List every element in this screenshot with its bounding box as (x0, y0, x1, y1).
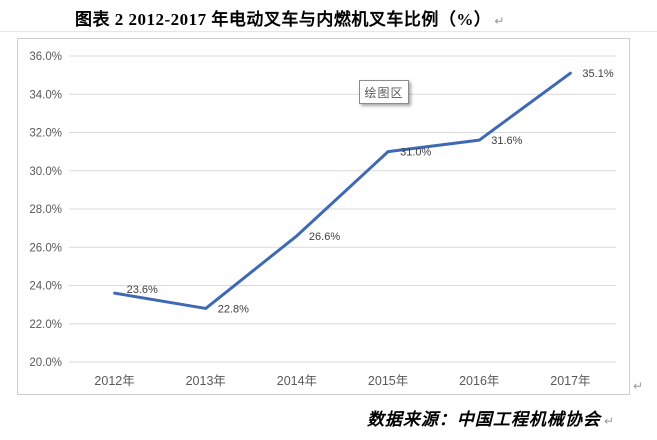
data-label: 26.6% (309, 231, 340, 243)
y-tick-label: 22.0% (29, 319, 62, 331)
y-tick-label: 34.0% (29, 89, 62, 101)
chart-area[interactable]: 20.0% 22.0% 24.0% 26.0% 28.0% 30.0% 32.0% 34.0%… (17, 38, 630, 395)
line-chart: 20.0% 22.0% 24.0% 26.0% 28.0% 30.0% 32.0% 34.0%… (29, 51, 616, 388)
y-tick-label: 24.0% (29, 281, 62, 293)
y-tick-label: 30.0% (29, 166, 62, 178)
data-label: 35.1% (582, 68, 613, 80)
data-label: 22.8% (218, 303, 249, 315)
trend-line (113, 71, 572, 310)
data-label: 31.6% (491, 135, 522, 147)
paragraph-mark-icon: ↵ (494, 14, 505, 28)
x-tick-label: 2017年 (550, 374, 590, 388)
y-tick-label: 32.0% (29, 128, 62, 140)
x-tick-label: 2012年 (94, 374, 134, 388)
y-tick-label: 20.0% (29, 357, 62, 369)
y-tick-label: 26.0% (29, 242, 62, 254)
y-tick-label: 36.0% (29, 51, 62, 63)
x-tick-label: 2013年 (186, 374, 226, 388)
data-source-text: 数据来源：中国工程机械协会 (366, 410, 601, 429)
paragraph-mark-icon: ↵ (603, 414, 615, 428)
x-tick-label: 2014年 (277, 374, 317, 388)
paragraph-mark-icon: ↵ (633, 379, 644, 393)
x-tick-label: 2015年 (368, 374, 408, 388)
title-divider-line (0, 31, 657, 32)
x-tick-label: 2016年 (459, 374, 499, 388)
data-label: 31.0% (400, 147, 431, 159)
data-source-note: 数据来源：中国工程机械协会 ↵ (367, 405, 615, 430)
chart-title-text: 图表 2 2012-2017 年电动叉车与内燃机叉车比例（%） (75, 10, 492, 29)
plot-area-tooltip-label: 绘图区 (364, 85, 404, 100)
y-tick-label: 28.0% (29, 204, 62, 216)
plot-area-tooltip: 绘图区 (359, 80, 409, 104)
data-label: 23.6% (127, 284, 158, 296)
chart-title: 图表 2 2012-2017 年电动叉车与内燃机叉车比例（%） ↵ (75, 5, 505, 30)
